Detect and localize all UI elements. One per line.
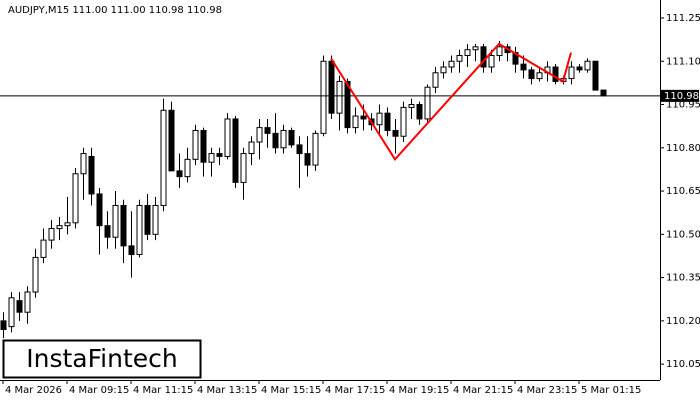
- candle-body: [456, 54, 463, 62]
- candle-body: [424, 86, 431, 120]
- candle-body: [568, 66, 575, 80]
- candle-body: [144, 204, 151, 235]
- candle-body: [392, 129, 399, 137]
- candle-body: [312, 132, 319, 166]
- candle-body: [520, 63, 527, 71]
- candle-body: [16, 300, 23, 313]
- candle-body: [200, 129, 207, 163]
- candle-body: [32, 256, 39, 293]
- candle-body: [184, 158, 191, 178]
- candle-body: [384, 112, 391, 131]
- logo-text: InstaFintech: [26, 344, 178, 373]
- chart-title: AUDJPY,M15 111.00 111.00 110.98 110.98: [8, 5, 222, 16]
- candle-body: [112, 204, 119, 238]
- x-tick-label: 4 Mar 17:15: [325, 385, 385, 396]
- pattern-line: [330, 42, 572, 161]
- candle-body: [488, 54, 495, 68]
- y-tick-label: 110.95: [666, 100, 700, 111]
- candle-body: [416, 104, 423, 120]
- candle-body: [584, 60, 591, 71]
- x-tick-label: 4 Mar 11:15: [133, 385, 193, 396]
- y-tick-label: 110.05: [666, 359, 700, 370]
- candle-body: [224, 118, 231, 157]
- y-tick-label: 111.25: [666, 13, 700, 24]
- candle-body: [280, 129, 287, 149]
- candle-body: [376, 112, 383, 126]
- x-tick-label: 4 Mar 23:15: [517, 385, 577, 396]
- last-price-box: [661, 89, 699, 102]
- candle-body: [24, 291, 31, 313]
- y-tick-label: 110.35: [666, 273, 700, 284]
- candle-body: [80, 153, 87, 175]
- candle-body: [40, 239, 47, 258]
- logo-box: [2, 339, 202, 379]
- candle-body: [128, 245, 135, 256]
- candle-body: [440, 66, 447, 74]
- y-tick-label: 110.80: [666, 143, 700, 154]
- candle-body: [152, 204, 159, 235]
- x-tick-label: 4 Mar 19:15: [389, 385, 449, 396]
- y-tick-label: 110.50: [666, 229, 700, 240]
- candle-body: [576, 66, 583, 71]
- candle-body: [600, 89, 607, 97]
- candle-body: [336, 80, 343, 114]
- candle-body: [168, 109, 175, 172]
- candle-body: [472, 46, 479, 51]
- candle-body: [304, 153, 311, 166]
- candle-body: [352, 115, 359, 129]
- candle-body: [320, 60, 327, 134]
- candle-body: [536, 72, 543, 80]
- candle-body: [592, 60, 599, 91]
- candle-body: [248, 141, 255, 155]
- candle-body: [344, 80, 351, 129]
- x-tick-label: 4 Mar 2026: [5, 385, 62, 396]
- candle-body: [432, 72, 439, 88]
- candle-body: [176, 170, 183, 178]
- candle-body: [48, 228, 55, 241]
- candle-body: [400, 106, 407, 137]
- x-tick-label: 4 Mar 21:15: [453, 385, 513, 396]
- candle-body: [296, 144, 303, 155]
- candle-body: [216, 153, 223, 157]
- candle-body: [136, 204, 143, 256]
- candle-body: [72, 173, 79, 224]
- candle-body: [272, 132, 279, 149]
- y-tick-label: 111.10: [666, 56, 700, 67]
- candle-body: [528, 69, 535, 80]
- candle-body: [288, 129, 295, 146]
- candle-body: [192, 129, 199, 160]
- candle-body: [552, 66, 559, 82]
- candle-body: [360, 115, 367, 120]
- logo: InstaFintech: [2, 339, 202, 379]
- candle-body: [88, 155, 95, 195]
- candle-body: [232, 118, 239, 183]
- candle-body: [496, 46, 503, 56]
- x-tick-label: 5 Mar 01:15: [581, 385, 641, 396]
- candle-body: [448, 60, 455, 68]
- candle-body: [240, 153, 247, 183]
- y-tick-label: 110.20: [666, 316, 700, 327]
- y-tick-label: 110.65: [666, 186, 700, 197]
- candle-body: [96, 193, 103, 227]
- candle-body: [104, 225, 111, 238]
- candle-body: [120, 204, 127, 247]
- candle-body: [0, 320, 7, 331]
- candle-body: [64, 222, 71, 227]
- candle-body: [256, 127, 263, 143]
- x-tick-label: 4 Mar 13:15: [197, 385, 257, 396]
- candle-body: [464, 49, 471, 56]
- candle-body: [8, 297, 15, 328]
- candle-body: [328, 60, 335, 114]
- x-tick-label: 4 Mar 09:15: [69, 385, 129, 396]
- candle-body: [264, 127, 271, 134]
- last-price-label: 110.98: [664, 91, 699, 102]
- candle-body: [56, 225, 63, 230]
- candle-body: [208, 153, 215, 163]
- x-tick-label: 4 Mar 15:15: [261, 385, 321, 396]
- candle-body: [160, 109, 167, 206]
- candle-body: [408, 104, 415, 108]
